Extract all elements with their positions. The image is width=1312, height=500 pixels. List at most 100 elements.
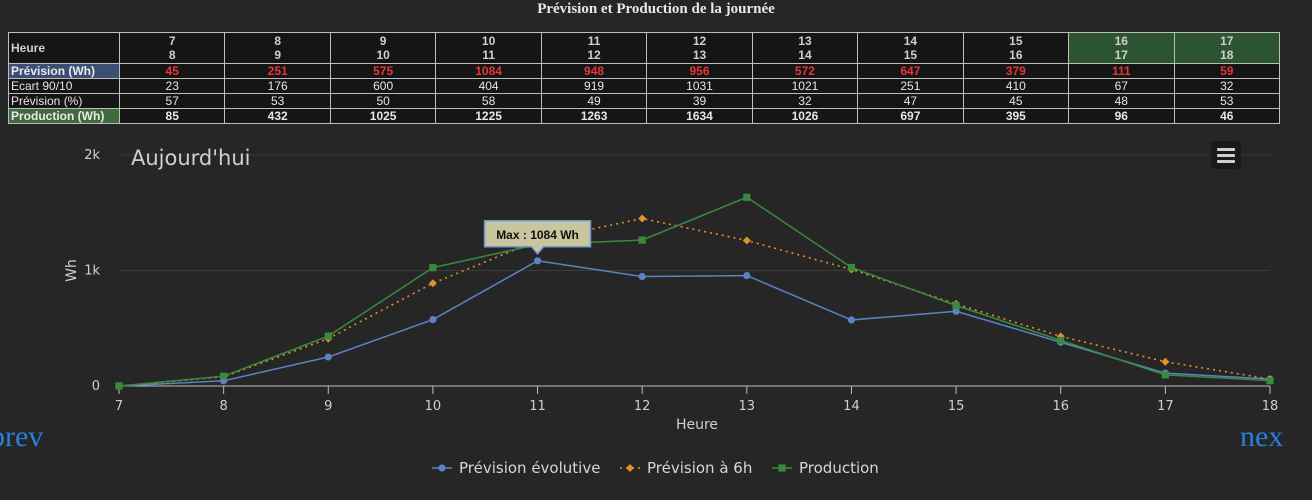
row-ecart: Ecart 90/10 23 176 600 404 919 1031 1021 251 410 6…	[8, 78, 1281, 94]
chart-menu-button[interactable]	[1211, 141, 1241, 169]
table-cell: 647	[857, 63, 964, 79]
hour-header: 10 11	[435, 32, 542, 64]
next-link[interactable]: nex	[1240, 420, 1312, 454]
table-cell: 919	[540, 78, 648, 94]
data-point	[638, 214, 647, 223]
prev-link-label: prev	[0, 420, 44, 453]
data-point	[638, 272, 646, 281]
hour-end: 11	[482, 48, 495, 62]
table-cell: 1031	[646, 78, 753, 94]
table-cell: 23	[118, 78, 226, 94]
table-cell: 956	[646, 63, 753, 79]
table-cell: 404	[435, 78, 542, 94]
table-cell: 53	[224, 93, 331, 109]
hour-start: 13	[798, 34, 812, 48]
table-cell: 572	[751, 63, 859, 79]
y-axis-label: Wh	[64, 259, 80, 282]
table-cell: 575	[329, 63, 437, 79]
hour-start: 15	[1009, 34, 1023, 48]
table-cell: 176	[224, 78, 331, 94]
table-header-label: Heure	[8, 32, 120, 64]
annotation-box	[483, 220, 592, 255]
table-cell: 395	[962, 108, 1070, 124]
data-point	[324, 353, 332, 361]
hour-end: 18	[1220, 48, 1234, 62]
row-prevision-wh: Prévision (Wh) 45 251 575 1084 948 956 572 647 37…	[8, 63, 1281, 79]
hamburger-icon	[1217, 154, 1235, 157]
hour-start: 17	[1220, 34, 1234, 48]
table-cell: 58	[435, 93, 542, 109]
hour-end: 16	[1009, 48, 1023, 62]
chart-title: Aujourd'hui	[131, 146, 251, 170]
data-point	[115, 382, 123, 390]
production-chart: 0 1k 2k 7 8 9 10 11 12 13 14 15 16 17 18 Heure Wh Aujourd…	[64, 146, 1278, 477]
legend-item[interactable]: Prévision évolutive	[459, 459, 600, 477]
prev-link[interactable]: prev	[0, 420, 80, 454]
hour-end: 8	[168, 48, 176, 62]
table-cell: 410	[962, 78, 1070, 94]
row-prevision-pct: Prévision (%) 57 53 50 58 49 39 32 47 45 48 53	[8, 93, 1281, 109]
series-line	[118, 196, 1271, 387]
hour-header: 16 17	[1068, 32, 1175, 64]
series-line	[118, 217, 1271, 387]
table-cell: 111	[1068, 63, 1175, 79]
hour-header: 12 13	[646, 32, 753, 64]
hour-start: 7	[168, 34, 176, 48]
row-label: Ecart 90/10	[8, 78, 120, 94]
hamburger-icon	[1217, 148, 1235, 151]
data-point	[847, 316, 856, 324]
table-cell: 39	[646, 93, 753, 109]
data-point	[429, 264, 437, 272]
table-cell: 379	[962, 63, 1070, 79]
table-cell: 49	[540, 93, 648, 109]
y-tick-label: 1k	[84, 264, 100, 279]
x-tick-label: 11	[529, 399, 546, 414]
hour-end: 15	[903, 48, 918, 62]
table-cell: 96	[1068, 108, 1175, 124]
table-cell: 1225	[435, 108, 542, 124]
table-cell: 50	[329, 93, 437, 109]
table-cell: 1026	[751, 108, 859, 124]
hour-header: 15 16	[962, 32, 1070, 64]
hour-header: 11 12	[540, 32, 648, 64]
legend-item[interactable]: Production	[799, 459, 879, 477]
data-point	[1057, 336, 1065, 344]
table-cell: 46	[1173, 108, 1281, 124]
page-title: Prévision et Production de la journée	[537, 1, 775, 17]
data-point	[533, 257, 542, 265]
hour-header: 13 14	[751, 32, 859, 64]
data-point	[743, 193, 751, 201]
data-point	[847, 263, 856, 272]
row-label: Prévision (%)	[8, 93, 120, 109]
hour-end: 13	[692, 48, 707, 62]
legend-marker	[778, 464, 786, 472]
x-axis-label: Heure	[676, 417, 718, 433]
hamburger-icon	[1217, 160, 1235, 163]
hour-start: 11	[587, 34, 601, 48]
data-point	[324, 332, 332, 340]
hour-start: 12	[692, 34, 707, 48]
hour-header: 14 15	[857, 32, 964, 64]
data-point	[429, 315, 437, 324]
table-cell: 948	[540, 63, 648, 79]
data-point	[220, 372, 228, 380]
data-point	[1161, 357, 1170, 366]
table-cell: 1021	[751, 78, 859, 94]
data-point	[952, 301, 960, 310]
x-tick-label: 14	[843, 399, 860, 414]
data-point	[1161, 371, 1169, 379]
series-line	[118, 260, 1271, 387]
legend-marker	[438, 464, 446, 472]
data-point	[1266, 377, 1274, 385]
forecast-table: Heure 7 8 8 9 9 10 10 11 11 12 12 13 13 14 14 15 15 16 16 17…	[8, 32, 1281, 124]
table-cell: 1025	[329, 108, 437, 124]
table-cell: 47	[857, 93, 964, 109]
data-point	[638, 236, 646, 244]
legend-item[interactable]: Prévision à 6h	[647, 459, 752, 477]
table-cell: 251	[857, 78, 964, 94]
table-cell: 251	[224, 63, 331, 79]
x-tick-label: 13	[739, 399, 756, 414]
data-point	[742, 236, 751, 245]
